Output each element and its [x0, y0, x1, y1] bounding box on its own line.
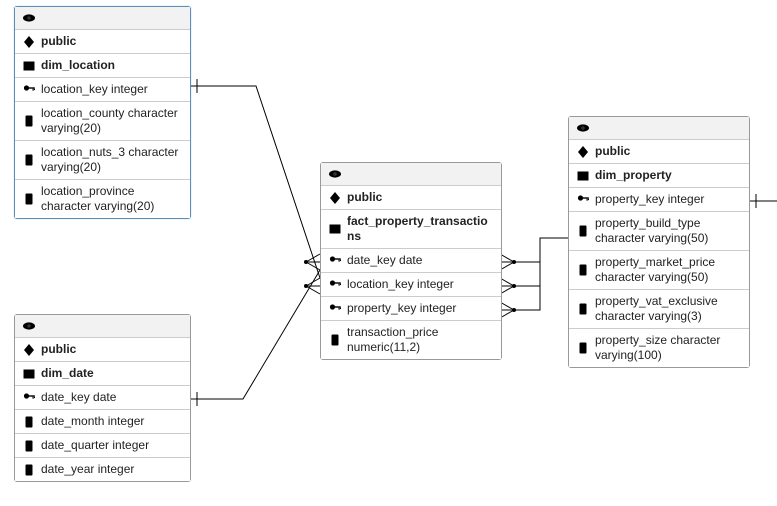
- column-table: dim_location: [15, 53, 190, 77]
- table-icon: [21, 367, 37, 381]
- entity-header: [321, 163, 501, 185]
- entity-header: [15, 315, 190, 337]
- column-label: location_key integer: [41, 82, 184, 97]
- key-icon: [575, 193, 591, 207]
- column-label: property_key integer: [347, 301, 495, 316]
- column-label: public: [41, 34, 184, 49]
- diamond-icon: [327, 191, 343, 205]
- column-icon: [575, 263, 591, 277]
- entity-header: [15, 7, 190, 29]
- column-diamond: public: [569, 139, 749, 163]
- column-column: location_province character varying(20): [15, 179, 190, 218]
- column-label: location_nuts_3 character varying(20): [41, 145, 184, 175]
- key-icon: [21, 391, 37, 405]
- eye-icon: [575, 121, 591, 135]
- column-label: date_key date: [41, 390, 184, 405]
- entity-fact-property-transactions[interactable]: public fact_property_transactions date_key…: [320, 162, 502, 360]
- column-column: date_quarter integer: [15, 433, 190, 457]
- entity-dim-property[interactable]: public dim_property property_key integer pr…: [568, 116, 750, 368]
- column-label: date_year integer: [41, 462, 184, 477]
- column-icon: [21, 463, 37, 477]
- column-label: fact_property_transactions: [347, 214, 495, 244]
- column-icon: [21, 439, 37, 453]
- column-icon: [575, 341, 591, 355]
- column-icon: [327, 333, 343, 347]
- column-label: property_build_type character varying(50…: [595, 216, 743, 246]
- column-label: public: [595, 144, 743, 159]
- eye-icon: [327, 167, 343, 181]
- column-label: location_county character varying(20): [41, 106, 184, 136]
- column-fk: location_key integer: [321, 272, 501, 296]
- entity-header: [569, 117, 749, 139]
- column-label: date_month integer: [41, 414, 184, 429]
- column-column: property_size character varying(100): [569, 328, 749, 367]
- column-column: date_month integer: [15, 409, 190, 433]
- column-table: fact_property_transactions: [321, 209, 501, 248]
- column-column: property_vat_exclusive character varying…: [569, 289, 749, 328]
- table-icon: [327, 222, 343, 236]
- column-diamond: public: [15, 29, 190, 53]
- table-icon: [575, 169, 591, 183]
- entity-dim-location[interactable]: public dim_location location_key integer lo…: [14, 6, 191, 219]
- column-column: transaction_price numeric(11,2): [321, 320, 501, 359]
- column-icon: [575, 224, 591, 238]
- diamond-icon: [21, 343, 37, 357]
- column-label: public: [347, 190, 495, 205]
- column-key: property_key integer: [569, 187, 749, 211]
- column-column: location_nuts_3 character varying(20): [15, 140, 190, 179]
- key-icon: [21, 83, 37, 97]
- column-icon: [21, 192, 37, 206]
- column-icon: [21, 415, 37, 429]
- column-fk: property_key integer: [321, 296, 501, 320]
- column-label: date_quarter integer: [41, 438, 184, 453]
- column-column: property_build_type character varying(50…: [569, 211, 749, 250]
- fk-icon: [327, 254, 343, 268]
- column-label: date_key date: [347, 253, 495, 268]
- column-icon: [21, 114, 37, 128]
- column-column: property_market_price character varying(…: [569, 250, 749, 289]
- column-icon: [575, 302, 591, 316]
- column-icon: [21, 153, 37, 167]
- fk-icon: [327, 278, 343, 292]
- column-label: dim_property: [595, 168, 743, 183]
- column-label: property_vat_exclusive character varying…: [595, 294, 743, 324]
- column-table: dim_date: [15, 361, 190, 385]
- column-diamond: public: [15, 337, 190, 361]
- table-icon: [21, 59, 37, 73]
- eye-icon: [21, 319, 37, 333]
- column-column: location_county character varying(20): [15, 101, 190, 140]
- column-key: date_key date: [15, 385, 190, 409]
- diamond-icon: [575, 145, 591, 159]
- column-label: property_size character varying(100): [595, 333, 743, 363]
- column-label: dim_date: [41, 366, 184, 381]
- column-column: date_year integer: [15, 457, 190, 481]
- column-label: property_key integer: [595, 192, 743, 207]
- column-label: public: [41, 342, 184, 357]
- column-label: transaction_price numeric(11,2): [347, 325, 495, 355]
- column-fk: date_key date: [321, 248, 501, 272]
- column-label: property_market_price character varying(…: [595, 255, 743, 285]
- column-table: dim_property: [569, 163, 749, 187]
- column-label: location_key integer: [347, 277, 495, 292]
- diamond-icon: [21, 35, 37, 49]
- column-label: location_province character varying(20): [41, 184, 184, 214]
- column-diamond: public: [321, 185, 501, 209]
- fk-icon: [327, 302, 343, 316]
- column-label: dim_location: [41, 58, 184, 73]
- column-key: location_key integer: [15, 77, 190, 101]
- entity-dim-date[interactable]: public dim_date date_key date date_month in…: [14, 314, 191, 482]
- eye-icon: [21, 11, 37, 25]
